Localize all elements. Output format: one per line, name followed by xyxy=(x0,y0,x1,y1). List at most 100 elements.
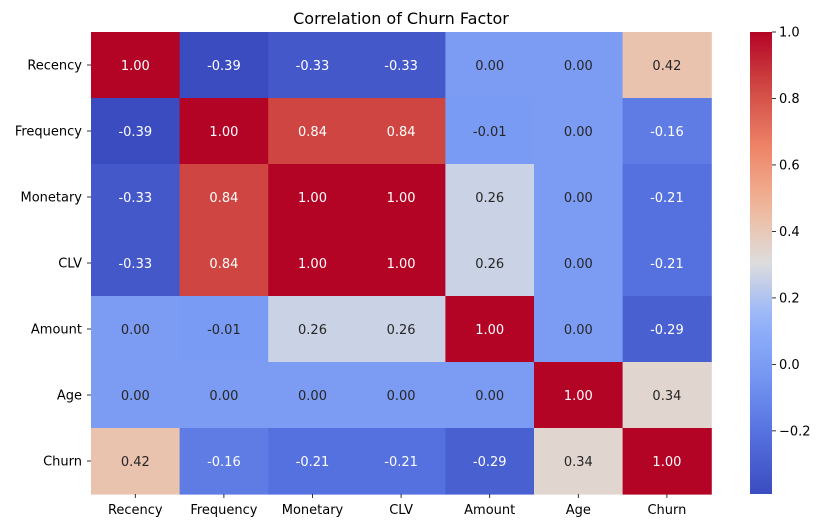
colorbar-gradient xyxy=(750,32,772,494)
x-axis: Recency Frequency Monetary CLV Amount Age Chur… xyxy=(108,494,686,518)
y-tick-label: CLV xyxy=(58,257,82,272)
heatmap-cell xyxy=(622,98,712,165)
heatmap-cell xyxy=(445,230,535,297)
y-tick-label: Monetary xyxy=(20,191,82,206)
heatmap-cell xyxy=(91,164,181,231)
heatmap-cell xyxy=(445,32,535,99)
cell-value-label: -0.21 xyxy=(650,191,684,206)
cell-value-label: 0.84 xyxy=(387,125,416,140)
heatmap-cell xyxy=(268,98,358,165)
colorbar-tick-label: 0.8 xyxy=(779,92,800,107)
cell-value-label: 0.00 xyxy=(121,389,150,404)
cell-value-label: -0.39 xyxy=(207,59,241,74)
cell-value-label: 1.00 xyxy=(298,257,327,272)
heatmap-cell xyxy=(356,32,446,99)
cell-value-label: 1.00 xyxy=(387,191,416,206)
heatmap-cell xyxy=(622,362,712,429)
heatmap-cells: 1.00 -0.39 -0.33 -0.33 0.00 0.00 0.42 -0.39 1.00… xyxy=(91,32,712,495)
cell-value-label: 0.00 xyxy=(564,59,593,74)
heatmap-cell xyxy=(356,98,446,165)
heatmap-cell xyxy=(91,428,181,495)
heatmap-cell xyxy=(445,296,535,363)
cell-value-label: 0.00 xyxy=(387,389,416,404)
heatmap-cell xyxy=(445,362,535,429)
heatmap-cell xyxy=(534,32,624,99)
y-tick-label: Churn xyxy=(43,455,82,470)
colorbar: 1.0 0.8 0.6 0.4 0.2 0.0 −0.2 xyxy=(750,26,811,494)
cell-value-label: 1.00 xyxy=(475,323,504,338)
cell-value-label: -0.16 xyxy=(207,455,241,470)
cell-value-label: 0.84 xyxy=(209,257,238,272)
cell-value-label: -0.33 xyxy=(118,191,152,206)
x-tick-label: CLV xyxy=(389,503,413,518)
colorbar-tick-label: −0.2 xyxy=(779,424,811,439)
cell-value-label: 0.34 xyxy=(652,389,681,404)
cell-value-label: -0.21 xyxy=(296,455,330,470)
heatmap-cell xyxy=(356,428,446,495)
cell-value-label: -0.29 xyxy=(473,455,507,470)
cell-value-label: -0.33 xyxy=(118,257,152,272)
x-tick-label: Churn xyxy=(647,503,686,518)
x-tick-label: Monetary xyxy=(282,503,344,518)
heatmap-cell xyxy=(91,230,181,297)
heatmap-cell xyxy=(622,296,712,363)
cell-value-label: 0.26 xyxy=(475,257,504,272)
cell-value-label: 0.00 xyxy=(564,125,593,140)
heatmap-cell xyxy=(268,362,358,429)
cell-value-label: 0.42 xyxy=(121,455,150,470)
cell-value-label: 0.00 xyxy=(475,59,504,74)
cell-value-label: 0.26 xyxy=(475,191,504,206)
heatmap-cell xyxy=(268,230,358,297)
y-tick-label: Age xyxy=(57,389,82,404)
cell-value-label: 0.00 xyxy=(564,257,593,272)
heatmap-cell xyxy=(356,164,446,231)
x-tick-label: Frequency xyxy=(190,503,257,518)
heatmap-cell xyxy=(91,362,181,429)
x-tick-label: Amount xyxy=(464,503,515,518)
heatmap-cell xyxy=(356,230,446,297)
y-tick-label: Recency xyxy=(27,59,82,74)
heatmap-cell xyxy=(622,32,712,99)
cell-value-label: 0.42 xyxy=(652,59,681,74)
heatmap-cell xyxy=(356,362,446,429)
heatmap-cell xyxy=(179,296,269,363)
cell-value-label: -0.33 xyxy=(384,59,418,74)
cell-value-label: 1.00 xyxy=(652,455,681,470)
heatmap-cell xyxy=(91,296,181,363)
heatmap-cell xyxy=(179,32,269,99)
cell-value-label: 0.00 xyxy=(209,389,238,404)
heatmap-cell xyxy=(179,230,269,297)
heatmap-cell xyxy=(534,428,624,495)
y-axis: Recency Frequency Monetary CLV Amount Age Chur… xyxy=(15,59,91,470)
heatmap-cell xyxy=(179,428,269,495)
heatmap-cell xyxy=(356,296,446,363)
cell-value-label: -0.29 xyxy=(650,323,684,338)
heatmap-cell xyxy=(622,428,712,495)
heatmap-cell xyxy=(445,428,535,495)
cell-value-label: 0.26 xyxy=(298,323,327,338)
cell-value-label: 0.00 xyxy=(475,389,504,404)
cell-value-label: 0.00 xyxy=(564,191,593,206)
chart-title: Correlation of Churn Factor xyxy=(293,9,509,28)
heatmap-cell xyxy=(179,362,269,429)
colorbar-tick-label: 0.2 xyxy=(779,291,800,306)
colorbar-tick-label: 0.4 xyxy=(779,225,800,240)
cell-value-label: -0.39 xyxy=(118,125,152,140)
heatmap-cell xyxy=(179,164,269,231)
cell-value-label: 0.34 xyxy=(564,455,593,470)
x-tick-label: Recency xyxy=(108,503,163,518)
cell-value-label: 0.84 xyxy=(298,125,327,140)
heatmap-cell xyxy=(179,98,269,165)
heatmap-cell xyxy=(91,32,181,99)
cell-value-label: 1.00 xyxy=(121,59,150,74)
heatmap-cell xyxy=(534,98,624,165)
cell-value-label: -0.16 xyxy=(650,125,684,140)
heatmap-cell xyxy=(91,98,181,165)
cell-value-label: -0.33 xyxy=(296,59,330,74)
colorbar-tick-label: 0.6 xyxy=(779,158,800,173)
y-tick-label: Frequency xyxy=(15,125,82,140)
cell-value-label: 0.00 xyxy=(564,323,593,338)
heatmap-cell xyxy=(534,362,624,429)
cell-value-label: 0.26 xyxy=(387,323,416,338)
